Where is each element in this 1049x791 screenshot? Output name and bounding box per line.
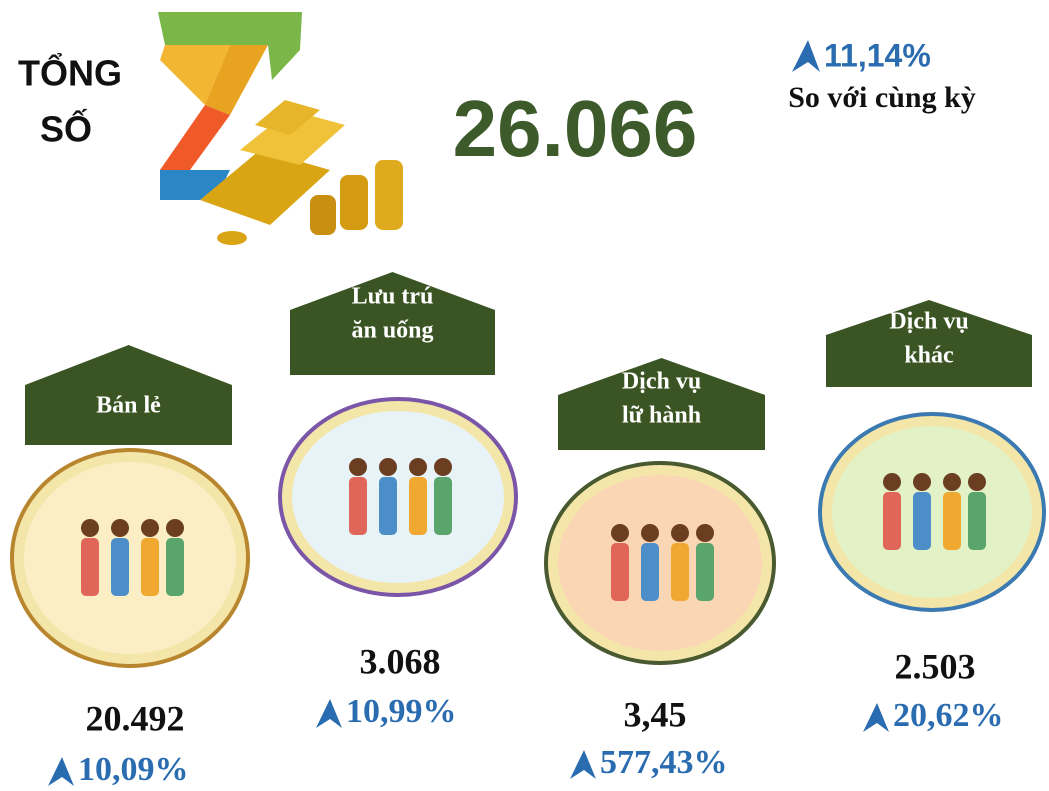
icon-figure-body: [141, 538, 159, 596]
sector-value: 2.503: [895, 646, 976, 686]
up-arrow: [48, 757, 74, 786]
up-arrow: [863, 703, 889, 732]
icon-figure-head: [409, 458, 427, 476]
icon-figure-body: [434, 477, 452, 535]
icon-figure-body: [968, 492, 986, 550]
icon-figure-body: [883, 492, 901, 550]
icon-figure-head: [349, 458, 367, 476]
up-arrow: [792, 40, 820, 72]
sector-value: 20.492: [86, 698, 185, 738]
icon-figure-body: [379, 477, 397, 535]
sectors: Bán lẻ 20.492 10,09% Lưu trú ăn uống 3.068 10,…: [12, 272, 1044, 788]
change-note: So với cùng kỳ: [788, 81, 976, 114]
sector-label: Lưu trú: [352, 284, 434, 310]
sector-value: 3,45: [624, 694, 687, 734]
icon-figure-head: [671, 524, 689, 542]
infographic: TỔNG SỐ 26.066 11,14% So với cùng kỳ Bán…: [0, 0, 1049, 791]
icon-figure-head: [379, 458, 397, 476]
up-arrow: [316, 699, 342, 728]
sector-change: 577,43%: [600, 744, 728, 781]
sector-label: khác: [904, 343, 954, 369]
icon-figure-head: [166, 519, 184, 537]
icon-figure-head: [913, 473, 931, 491]
icon-figure-body: [943, 492, 961, 550]
icon-figure-head: [968, 473, 986, 491]
icon-bg: [558, 475, 762, 651]
icon-figure-body: [81, 538, 99, 596]
sector-label: Dịch vụ: [889, 309, 968, 335]
sector-label: Bán lẻ: [96, 393, 161, 419]
icon-figure-body: [166, 538, 184, 596]
total-change: 11,14%: [824, 37, 931, 73]
icon-figure-head: [696, 524, 714, 542]
icon-bg: [24, 462, 236, 654]
roof: [25, 345, 232, 385]
icon-figure-head: [81, 519, 99, 537]
icon-figure-body: [696, 543, 714, 601]
icon-figure-body: [349, 477, 367, 535]
icon-figure-body: [409, 477, 427, 535]
icon-figure-body: [913, 492, 931, 550]
up-arrow: [570, 750, 596, 779]
title-line: TỔNG: [18, 51, 122, 94]
sector-label: lữ hành: [622, 403, 701, 429]
icon-figure-head: [883, 473, 901, 491]
icon-figure-body: [111, 538, 129, 596]
icon-figure-head: [943, 473, 961, 491]
icon-figure-head: [611, 524, 629, 542]
icon-figure-body: [611, 543, 629, 601]
icon-figure-body: [671, 543, 689, 601]
title-line: SỐ: [40, 108, 92, 150]
total-value: 26.066: [453, 84, 698, 173]
icon-figure-body: [641, 543, 659, 601]
sector-change: 10,09%: [78, 751, 189, 788]
sector-value: 3.068: [360, 641, 441, 681]
sector-label: Dịch vụ: [622, 369, 701, 395]
icon-figure-head: [141, 519, 159, 537]
sector-label: ăn uống: [351, 318, 433, 344]
icon-figure-head: [111, 519, 129, 537]
gold-bars: [200, 100, 403, 245]
icon-bg: [292, 411, 504, 583]
icon-bg: [832, 426, 1032, 598]
icon-figure-head: [641, 524, 659, 542]
sector-change: 20,62%: [893, 697, 1004, 734]
sector-change: 10,99%: [346, 693, 457, 730]
icon-figure-head: [434, 458, 452, 476]
